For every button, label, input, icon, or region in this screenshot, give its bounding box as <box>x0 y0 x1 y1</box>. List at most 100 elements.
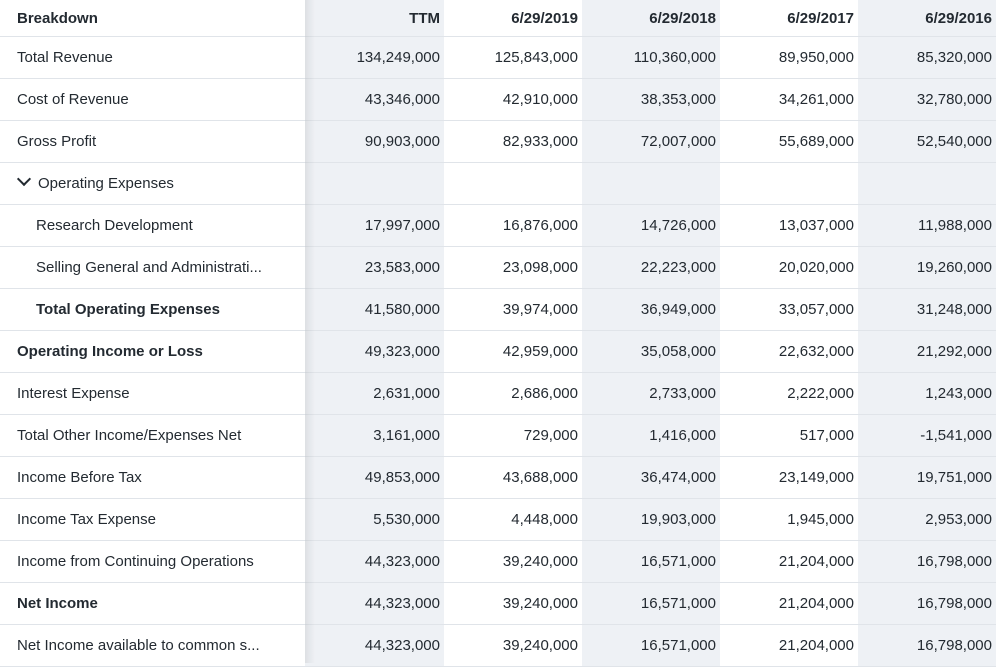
column-header-2019: 6/29/2019 <box>444 0 582 37</box>
column-header-2018: 6/29/2018 <box>582 0 720 37</box>
table-cell: 19,903,000 <box>582 499 720 541</box>
table-cell: 16,571,000 <box>582 583 720 625</box>
table-cell <box>720 163 858 205</box>
table-cell: 39,240,000 <box>444 541 582 583</box>
table-cell: 4,448,000 <box>444 499 582 541</box>
table-cell: 19,751,000 <box>858 457 996 499</box>
row-label-total-operating-expenses: Total Operating Expenses <box>0 289 305 331</box>
table-cell: 33,057,000 <box>720 289 858 331</box>
table-cell: 49,853,000 <box>305 457 444 499</box>
table-cell: 21,292,000 <box>858 331 996 373</box>
table-cell: 43,688,000 <box>444 457 582 499</box>
table-cell: 49,323,000 <box>305 331 444 373</box>
table-row: Total Revenue 134,249,000 125,843,000 11… <box>0 37 996 79</box>
row-label-interest-expense: Interest Expense <box>0 373 305 415</box>
row-label-cost-of-revenue: Cost of Revenue <box>0 79 305 121</box>
table-cell: 44,323,000 <box>305 541 444 583</box>
table-cell: 19,260,000 <box>858 247 996 289</box>
table-row: Net Income available to common s... 44,3… <box>0 625 996 667</box>
row-label-income-tax-expense: Income Tax Expense <box>0 499 305 541</box>
table-cell: 21,204,000 <box>720 583 858 625</box>
breakdown-header: Breakdown <box>0 0 305 37</box>
table-cell: 16,798,000 <box>858 541 996 583</box>
table-cell: 16,876,000 <box>444 205 582 247</box>
table-cell <box>858 163 996 205</box>
table-cell: 2,686,000 <box>444 373 582 415</box>
table-cell: 1,945,000 <box>720 499 858 541</box>
table-cell: 16,798,000 <box>858 625 996 667</box>
table-cell: 16,571,000 <box>582 541 720 583</box>
table-row: Income Tax Expense 5,530,000 4,448,000 1… <box>0 499 996 541</box>
row-label-gross-profit: Gross Profit <box>0 121 305 163</box>
table-row: Total Operating Expenses 41,580,000 39,9… <box>0 289 996 331</box>
table-row-operating-expenses: Operating Expenses <box>0 163 996 205</box>
table-cell: 134,249,000 <box>305 37 444 79</box>
table-cell: 39,240,000 <box>444 583 582 625</box>
row-label-research-development: Research Development <box>0 205 305 247</box>
table-cell: 1,416,000 <box>582 415 720 457</box>
table-cell: 85,320,000 <box>858 37 996 79</box>
table-header-row: Breakdown TTM 6/29/2019 6/29/2018 6/29/2… <box>0 0 996 37</box>
table-cell <box>305 163 444 205</box>
column-header-2017: 6/29/2017 <box>720 0 858 37</box>
table-cell: 36,949,000 <box>582 289 720 331</box>
table-cell: 517,000 <box>720 415 858 457</box>
table-cell <box>444 163 582 205</box>
table-row: Selling General and Administrati... 23,5… <box>0 247 996 289</box>
table-cell: 38,353,000 <box>582 79 720 121</box>
table-row: Net Income 44,323,000 39,240,000 16,571,… <box>0 583 996 625</box>
table-cell: 11,988,000 <box>858 205 996 247</box>
table-cell: 21,204,000 <box>720 541 858 583</box>
table-cell: 125,843,000 <box>444 37 582 79</box>
table-cell: 1,243,000 <box>858 373 996 415</box>
table-cell: 3,161,000 <box>305 415 444 457</box>
table-cell: 2,222,000 <box>720 373 858 415</box>
table-cell: 39,974,000 <box>444 289 582 331</box>
table-cell: 36,474,000 <box>582 457 720 499</box>
table-cell: 2,953,000 <box>858 499 996 541</box>
table-cell: 39,240,000 <box>444 625 582 667</box>
table-cell: 41,580,000 <box>305 289 444 331</box>
table-cell: 14,726,000 <box>582 205 720 247</box>
table-cell: 22,223,000 <box>582 247 720 289</box>
table-cell: 2,631,000 <box>305 373 444 415</box>
table-cell: 22,632,000 <box>720 331 858 373</box>
table-cell: 32,780,000 <box>858 79 996 121</box>
table-cell: 20,020,000 <box>720 247 858 289</box>
table-cell: 13,037,000 <box>720 205 858 247</box>
table-row: Research Development 17,997,000 16,876,0… <box>0 205 996 247</box>
table-cell: 5,530,000 <box>305 499 444 541</box>
table-row: Income Before Tax 49,853,000 43,688,000 … <box>0 457 996 499</box>
table-cell: 42,910,000 <box>444 79 582 121</box>
table-cell: 110,360,000 <box>582 37 720 79</box>
table-cell: 16,798,000 <box>858 583 996 625</box>
chevron-down-icon <box>16 171 32 187</box>
column-header-2016: 6/29/2016 <box>858 0 996 37</box>
table-cell: 23,149,000 <box>720 457 858 499</box>
row-label-other-income-expenses: Total Other Income/Expenses Net <box>0 415 305 457</box>
operating-expenses-toggle[interactable]: Operating Expenses <box>0 163 305 205</box>
table-cell: 31,248,000 <box>858 289 996 331</box>
table-row: Operating Income or Loss 49,323,000 42,9… <box>0 331 996 373</box>
table-cell: 55,689,000 <box>720 121 858 163</box>
row-label-net-income: Net Income <box>0 583 305 625</box>
table-cell: 2,733,000 <box>582 373 720 415</box>
table-cell: 16,571,000 <box>582 625 720 667</box>
row-label-total-revenue: Total Revenue <box>0 37 305 79</box>
table-cell: 35,058,000 <box>582 331 720 373</box>
column-header-ttm: TTM <box>305 0 444 37</box>
table-cell: 729,000 <box>444 415 582 457</box>
table-cell: 89,950,000 <box>720 37 858 79</box>
table-cell: 72,007,000 <box>582 121 720 163</box>
table-cell: 23,098,000 <box>444 247 582 289</box>
table-cell: 82,933,000 <box>444 121 582 163</box>
row-label-operating-income: Operating Income or Loss <box>0 331 305 373</box>
table-cell: 34,261,000 <box>720 79 858 121</box>
row-label-income-continuing-ops: Income from Continuing Operations <box>0 541 305 583</box>
table-cell: 23,583,000 <box>305 247 444 289</box>
table-row: Interest Expense 2,631,000 2,686,000 2,7… <box>0 373 996 415</box>
row-label-selling-general-admin: Selling General and Administrati... <box>0 247 305 289</box>
row-label-net-income-common: Net Income available to common s... <box>0 625 305 667</box>
table-cell <box>582 163 720 205</box>
table-row: Gross Profit 90,903,000 82,933,000 72,00… <box>0 121 996 163</box>
